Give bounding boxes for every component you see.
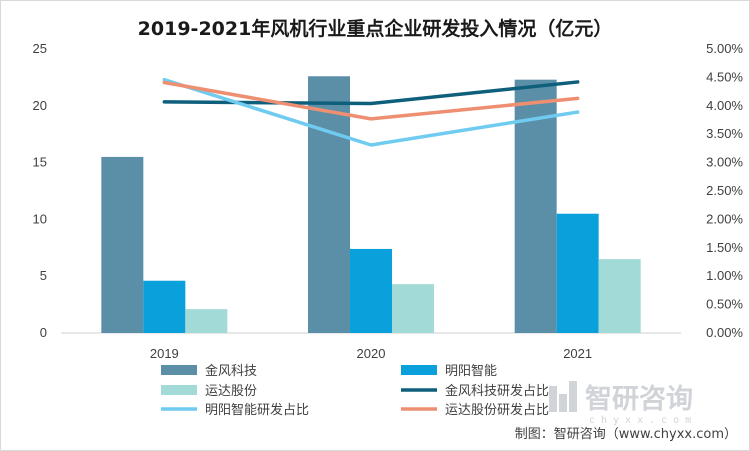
y2-tick-label: 5.00% <box>706 41 743 56</box>
y2-tick-label: 2.00% <box>706 211 743 226</box>
legend-swatch <box>161 365 197 375</box>
y2-tick-label: 2.50% <box>706 183 743 198</box>
x-tick-label: 2021 <box>563 346 592 361</box>
series-line <box>162 80 580 121</box>
legend-label: 金风科技 <box>205 363 257 379</box>
x-tick-label: 2020 <box>357 346 386 361</box>
bar <box>101 156 144 333</box>
y2-tick-label: 4.00% <box>706 98 743 113</box>
series-line <box>162 77 580 147</box>
y2-tick-label: 0.50% <box>706 297 743 312</box>
watermark-logo-icon <box>549 381 577 412</box>
bar <box>556 213 599 333</box>
y2-tick-label: 3.00% <box>706 155 743 170</box>
y2-tick-label: 4.50% <box>706 69 743 84</box>
bar <box>598 259 641 333</box>
y2-tick-label: 3.50% <box>706 126 743 141</box>
axes: 0 5 10 15 20 25 0.00% 0.50% 1.00% 1.50% 2.00% 2.50%… <box>33 41 744 361</box>
bars <box>101 76 641 333</box>
watermark: 智研咨询 chyxx.com <box>549 381 697 426</box>
bar <box>143 280 186 333</box>
chart-title: 2019-2021年风机行业重点企业研发投入情况（亿元） <box>138 17 613 40</box>
y2-tick-label: 1.00% <box>706 268 743 283</box>
legend-label: 明阳智能 <box>445 364 497 379</box>
legend-label: 明阳智能研发占比 <box>205 402 309 418</box>
y-tick-label: 20 <box>33 98 47 113</box>
legend-label: 运达股份研发占比 <box>445 402 549 418</box>
bar <box>185 309 228 333</box>
watermark-brand: 智研咨询 <box>585 384 693 415</box>
y-tick-label: 5 <box>40 268 47 283</box>
source-note: 制图：智研咨询（www.chyxx.com） <box>515 427 737 442</box>
watermark-domain: chyxx.com <box>589 415 697 426</box>
legend-label: 运达股份 <box>205 384 257 399</box>
y2-tick-label: 0.00% <box>706 325 743 340</box>
y-tick-label: 10 <box>33 211 47 226</box>
legend-label: 金风科技研发占比 <box>445 383 549 399</box>
legend-swatch <box>401 365 437 375</box>
y-tick-label: 15 <box>33 155 47 170</box>
y2-tick-label: 1.50% <box>706 240 743 255</box>
bar <box>392 284 434 333</box>
y-tick-label: 25 <box>33 41 47 56</box>
lines <box>162 77 580 147</box>
bar <box>308 76 350 333</box>
legend-swatch <box>161 385 197 395</box>
y-tick-label: 0 <box>40 325 47 340</box>
x-tick-label: 2019 <box>150 346 179 361</box>
bar <box>350 248 392 333</box>
